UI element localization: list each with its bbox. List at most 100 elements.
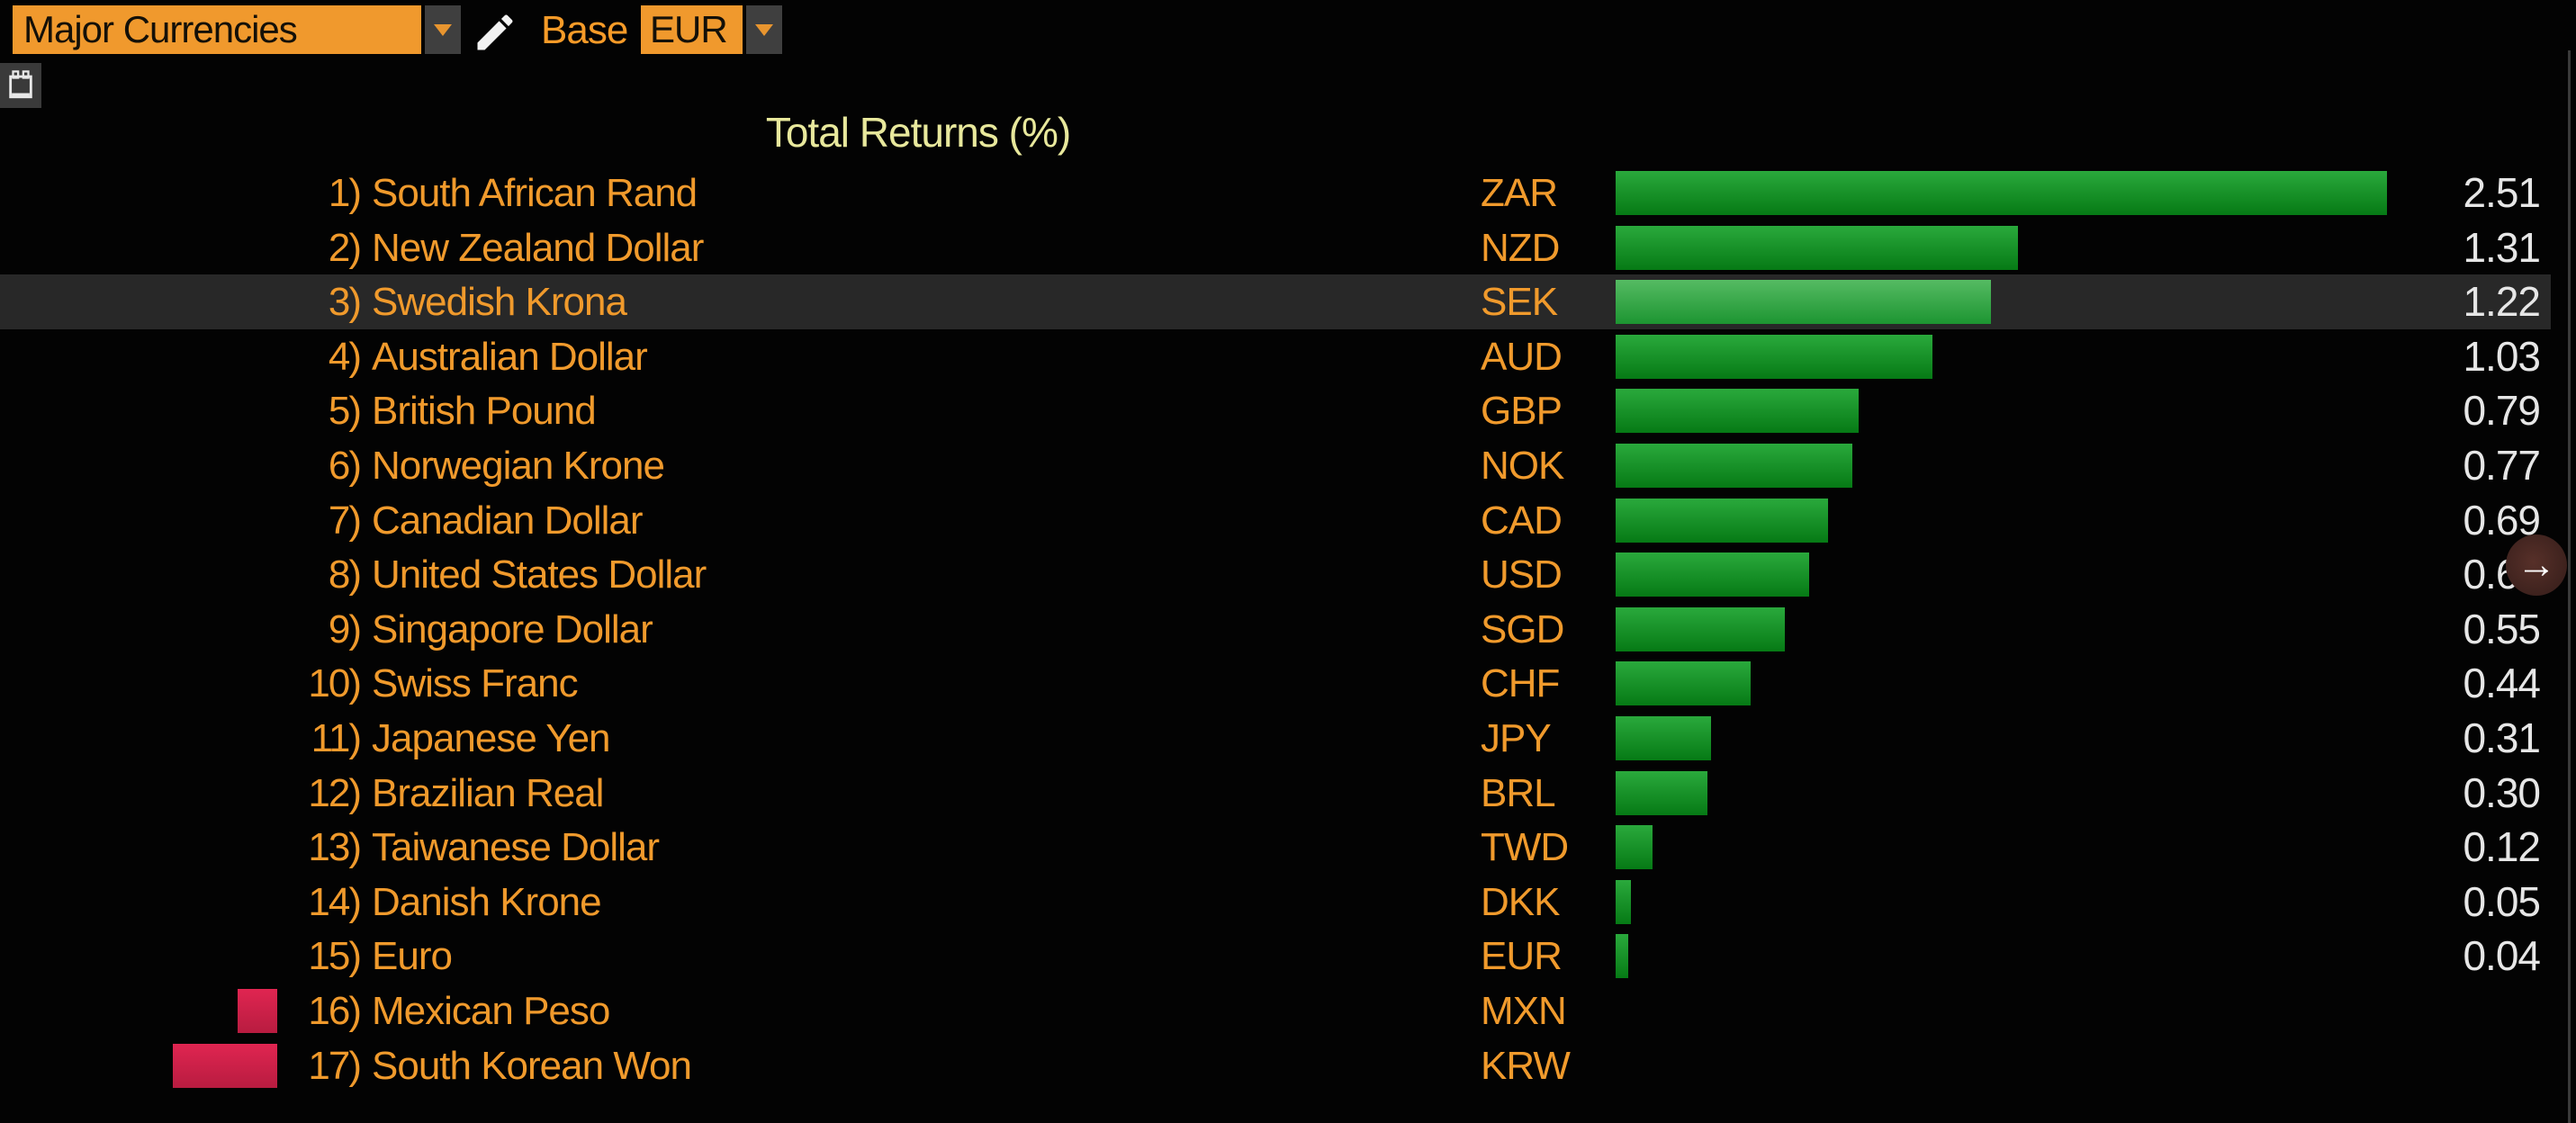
currency-row[interactable]: 5) British Pound GBP 0.79 <box>0 383 2576 438</box>
return-value: 0.12 <box>2463 823 2541 870</box>
row-rank: 10) <box>308 661 362 705</box>
currency-code: BRL <box>1481 771 1556 815</box>
base-currency-dropdown-button[interactable] <box>746 5 782 54</box>
return-bar <box>1616 771 1707 815</box>
currency-name: Australian Dollar <box>372 335 648 379</box>
currency-row[interactable]: 8) United States Dollar USD 0.63 <box>0 547 2576 602</box>
return-value: 0.31 <box>2463 714 2541 761</box>
return-bar <box>1616 499 1828 543</box>
currency-row[interactable]: 11) Japanese Yen JPY 0.31 <box>0 711 2576 766</box>
currency-code: AUD <box>1481 335 1563 379</box>
return-value: 0.77 <box>2463 442 2541 489</box>
currency-row[interactable]: 1) South African Rand ZAR 2.51 <box>0 166 2576 220</box>
row-rank: 3) <box>328 280 362 324</box>
return-bar <box>173 1044 277 1088</box>
currency-group-dropdown-button[interactable] <box>425 5 461 54</box>
base-currency-select[interactable]: EUR <box>641 5 743 54</box>
return-value <box>2268 984 2540 1038</box>
currency-row[interactable]: 15) Euro EUR 0.04 <box>0 929 2576 984</box>
return-value: 0.69 <box>2463 497 2541 544</box>
currency-name: Brazilian Real <box>372 771 604 815</box>
edit-button[interactable] <box>468 7 522 58</box>
currency-row[interactable]: 14) Danish Krone DKK 0.05 <box>0 875 2576 930</box>
row-rank: 17) <box>308 1044 362 1088</box>
return-bar <box>1616 934 1628 978</box>
arrow-right-icon: → <box>2517 543 2556 587</box>
currency-name: British Pound <box>372 389 597 433</box>
chevron-down-icon <box>434 23 452 36</box>
currency-code: NOK <box>1481 444 1564 488</box>
currency-code: DKK <box>1481 880 1560 924</box>
row-rank: 5) <box>328 389 362 433</box>
return-bar <box>1616 389 1859 433</box>
row-rank: 4) <box>328 335 362 379</box>
row-rank: 14) <box>308 880 362 924</box>
currency-code: MXN <box>1481 989 1567 1033</box>
currency-name: Japanese Yen <box>372 716 611 760</box>
return-bar <box>1616 226 2018 270</box>
currency-code: JPY <box>1481 716 1552 760</box>
currency-code: CHF <box>1481 661 1560 705</box>
currency-name: Mexican Peso <box>372 989 610 1033</box>
currency-code: KRW <box>1481 1044 1571 1088</box>
currency-name: Swedish Krona <box>372 280 627 324</box>
return-value: 0.79 <box>2463 387 2541 434</box>
currency-row[interactable]: 3) Swedish Krona SEK 1.22 <box>0 274 2576 329</box>
return-value: 1.03 <box>2463 333 2541 380</box>
return-bar <box>1616 553 1809 597</box>
currency-name: United States Dollar <box>372 553 707 597</box>
return-value: 0.04 <box>2463 932 2541 979</box>
currency-code: EUR <box>1481 934 1563 978</box>
currency-name: South Korean Won <box>372 1044 692 1088</box>
currency-name: Singapore Dollar <box>372 607 653 651</box>
currency-group-select[interactable]: Major Currencies <box>13 5 421 54</box>
currency-row[interactable]: 6) Norwegian Krone NOK 0.77 <box>0 438 2576 493</box>
currency-code: CAD <box>1481 499 1563 543</box>
currency-row[interactable]: 4) Australian Dollar AUD 1.03 <box>0 329 2576 384</box>
currency-name: Canadian Dollar <box>372 499 644 543</box>
currency-name: Euro <box>372 934 453 978</box>
currency-code: SEK <box>1481 280 1558 324</box>
currency-name: Danish Krone <box>372 880 602 924</box>
currency-name: Taiwanese Dollar <box>372 825 660 869</box>
row-rank: 1) <box>328 171 362 215</box>
calendar-button[interactable] <box>0 63 41 108</box>
return-value: 0.30 <box>2463 769 2541 816</box>
row-rank: 13) <box>308 825 362 869</box>
currency-row[interactable]: 10) Swiss Franc CHF 0.44 <box>0 656 2576 711</box>
return-bar <box>1616 607 1785 651</box>
row-rank: 8) <box>328 553 362 597</box>
currency-row[interactable]: 9) Singapore Dollar SGD 0.55 <box>0 602 2576 657</box>
base-label: Base <box>541 8 628 52</box>
row-rank: 9) <box>328 607 362 651</box>
row-rank: 2) <box>328 226 362 270</box>
currency-code: ZAR <box>1481 171 1558 215</box>
currency-row[interactable]: 17) South Korean Won KRW <box>0 1038 2576 1093</box>
row-rank: 6) <box>328 444 362 488</box>
currency-row[interactable]: 2) New Zealand Dollar NZD 1.31 <box>0 220 2576 275</box>
row-rank: 12) <box>308 771 362 815</box>
calendar-icon <box>9 70 32 99</box>
currency-row[interactable]: 12) Brazilian Real BRL 0.30 <box>0 766 2576 821</box>
pane-right-border <box>2568 50 2571 1123</box>
scroll-right-button[interactable]: → <box>2506 535 2567 596</box>
currency-row[interactable]: 13) Taiwanese Dollar TWD 0.12 <box>0 820 2576 875</box>
currency-row[interactable]: 7) Canadian Dollar CAD 0.69 <box>0 493 2576 548</box>
pencil-icon <box>477 14 513 50</box>
currency-name: New Zealand Dollar <box>372 226 704 270</box>
row-rank: 7) <box>328 499 362 543</box>
return-value: 0.63 <box>2463 551 2541 597</box>
currency-row[interactable]: 16) Mexican Peso MXN <box>0 984 2576 1038</box>
return-value: 0.55 <box>2463 606 2541 652</box>
return-bar <box>1616 825 1653 869</box>
return-value: 1.31 <box>2463 224 2541 271</box>
currency-code: GBP <box>1481 389 1563 433</box>
return-value: 0.44 <box>2463 660 2541 706</box>
chart-title: Total Returns (%) <box>765 109 1071 156</box>
chevron-down-icon <box>755 23 773 36</box>
currency-code: USD <box>1481 553 1563 597</box>
currency-code: TWD <box>1481 825 1569 869</box>
row-rank: 11) <box>311 716 362 760</box>
return-bar <box>1616 716 1711 760</box>
return-bar <box>1616 171 2387 215</box>
